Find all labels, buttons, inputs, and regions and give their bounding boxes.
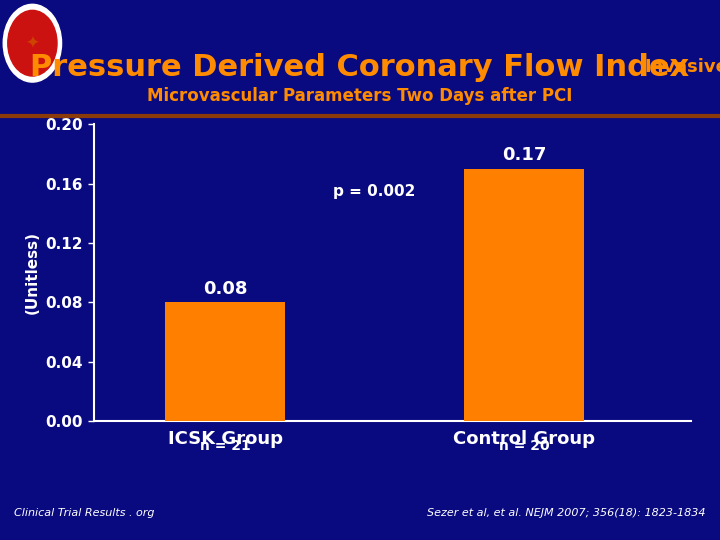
Text: Invasive: Invasive — [644, 58, 720, 77]
Text: p = 0.002: p = 0.002 — [333, 184, 415, 199]
Text: ✦: ✦ — [25, 34, 40, 52]
Circle shape — [3, 4, 62, 82]
Text: n = 20: n = 20 — [498, 438, 549, 453]
Bar — [166, 302, 285, 421]
Text: Sezer et al, et al. NEJM 2007; 356(18): 1823-1834: Sezer et al, et al. NEJM 2007; 356(18): … — [427, 508, 706, 518]
Circle shape — [8, 10, 57, 76]
Text: 0.08: 0.08 — [203, 280, 248, 298]
Text: Clinical Trial Results . org: Clinical Trial Results . org — [14, 508, 155, 518]
Text: Pressure Derived Coronary Flow Index: Pressure Derived Coronary Flow Index — [30, 53, 690, 82]
Y-axis label: (Unitless): (Unitless) — [25, 231, 40, 314]
Bar — [464, 168, 584, 421]
Text: 0.17: 0.17 — [502, 146, 546, 164]
Text: n = 21: n = 21 — [199, 438, 251, 453]
Text: Microvascular Parameters Two Days after PCI: Microvascular Parameters Two Days after … — [148, 87, 572, 105]
